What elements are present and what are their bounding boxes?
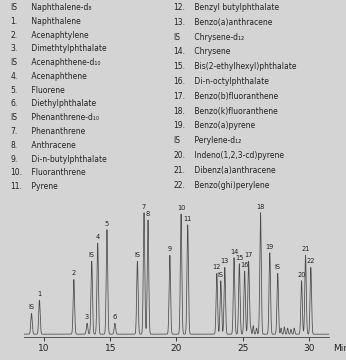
Text: 11: 11 [184, 216, 192, 222]
Text: Naphthalene-d₈: Naphthalene-d₈ [29, 3, 92, 12]
Text: Benzo(k)fluoranthene: Benzo(k)fluoranthene [192, 107, 278, 116]
Text: 14.: 14. [173, 48, 185, 57]
Text: Diethylphthalate: Diethylphthalate [29, 99, 97, 108]
Text: 13.: 13. [173, 18, 185, 27]
Text: IS: IS [28, 305, 35, 310]
Text: Benzo(ghi)perylene: Benzo(ghi)perylene [192, 181, 270, 190]
Text: 20.: 20. [173, 151, 185, 160]
Text: 20: 20 [297, 272, 306, 278]
Text: Dimethtylphthalate: Dimethtylphthalate [29, 44, 107, 53]
Text: 4.: 4. [10, 72, 18, 81]
Text: Benzo(a)anthracene: Benzo(a)anthracene [192, 18, 272, 27]
Text: 5.: 5. [10, 86, 18, 95]
Text: Acenaphthene: Acenaphthene [29, 72, 87, 81]
Text: 10.: 10. [10, 168, 22, 177]
Text: 3.: 3. [10, 44, 18, 53]
Text: 16.: 16. [173, 77, 185, 86]
Text: Acenaphtylene: Acenaphtylene [29, 31, 89, 40]
Text: 17.: 17. [173, 92, 185, 101]
Text: 11.: 11. [10, 182, 22, 191]
Text: Chrysene: Chrysene [192, 48, 230, 57]
Text: 9: 9 [168, 246, 172, 252]
Text: IS: IS [10, 58, 17, 67]
Text: 8.: 8. [10, 141, 18, 150]
Text: 7: 7 [142, 204, 146, 210]
Text: Benzo(b)fluoranthene: Benzo(b)fluoranthene [192, 92, 278, 101]
Text: Bis(2-ethylhexyl)phthalate: Bis(2-ethylhexyl)phthalate [192, 62, 297, 71]
Text: Acenaphthene-d₁₀: Acenaphthene-d₁₀ [29, 58, 101, 67]
Text: 8: 8 [146, 211, 150, 217]
Text: Dibenz(a)anthracene: Dibenz(a)anthracene [192, 166, 276, 175]
Text: Pyrene: Pyrene [29, 182, 58, 191]
Text: IS: IS [134, 252, 140, 258]
Text: 14: 14 [230, 249, 238, 255]
Text: 19.: 19. [173, 121, 185, 130]
Text: Naphthalene: Naphthalene [29, 17, 81, 26]
Text: IS: IS [218, 272, 224, 278]
Text: Fluoranthrene: Fluoranthrene [29, 168, 86, 177]
Text: Di-n-octylphthalate: Di-n-octylphthalate [192, 77, 269, 86]
Text: 12: 12 [213, 264, 221, 270]
Text: 22.: 22. [173, 181, 185, 190]
Text: 16: 16 [240, 262, 249, 268]
Text: Chrysene-d₁₂: Chrysene-d₁₂ [192, 33, 244, 42]
Text: Anthracene: Anthracene [29, 141, 76, 150]
Text: 18.: 18. [173, 107, 185, 116]
Text: Phenanthrene: Phenanthrene [29, 127, 86, 136]
Text: Min: Min [333, 345, 346, 354]
Text: 18: 18 [256, 204, 265, 210]
Text: 6: 6 [113, 314, 117, 320]
Text: Indeno(1,2,3-cd)pyrene: Indeno(1,2,3-cd)pyrene [192, 151, 284, 160]
Text: 17: 17 [244, 252, 253, 258]
Text: IS: IS [89, 252, 95, 258]
Text: 15.: 15. [173, 62, 185, 71]
Text: 5: 5 [105, 221, 109, 227]
Text: 21: 21 [301, 246, 310, 252]
Text: 9.: 9. [10, 154, 18, 163]
Text: 2.: 2. [10, 31, 18, 40]
Text: 1.: 1. [10, 17, 18, 26]
Text: Di-n-butylphthalate: Di-n-butylphthalate [29, 154, 107, 163]
Text: IS: IS [275, 264, 281, 270]
Text: 4: 4 [95, 234, 100, 240]
Text: 15: 15 [235, 255, 244, 261]
Text: Phenanthrene-d₁₀: Phenanthrene-d₁₀ [29, 113, 99, 122]
Text: 1: 1 [37, 291, 42, 297]
Text: 22: 22 [307, 258, 315, 264]
Text: Benzyl butylphthalate: Benzyl butylphthalate [192, 3, 279, 12]
Text: IS: IS [173, 33, 180, 42]
Text: 12.: 12. [173, 3, 185, 12]
Text: 7.: 7. [10, 127, 18, 136]
Text: 21.: 21. [173, 166, 185, 175]
Text: 19: 19 [266, 244, 274, 250]
Text: 13: 13 [221, 258, 229, 264]
Text: Perylene-d₁₂: Perylene-d₁₂ [192, 136, 241, 145]
Text: IS: IS [10, 113, 17, 122]
Text: Fluorene: Fluorene [29, 86, 65, 95]
Text: Benzo(a)pyrene: Benzo(a)pyrene [192, 121, 255, 130]
Text: IS: IS [10, 3, 17, 12]
Text: 3: 3 [85, 314, 89, 320]
Text: 2: 2 [72, 270, 76, 276]
Text: 10: 10 [177, 205, 185, 211]
Text: 6.: 6. [10, 99, 18, 108]
Text: IS: IS [173, 136, 180, 145]
